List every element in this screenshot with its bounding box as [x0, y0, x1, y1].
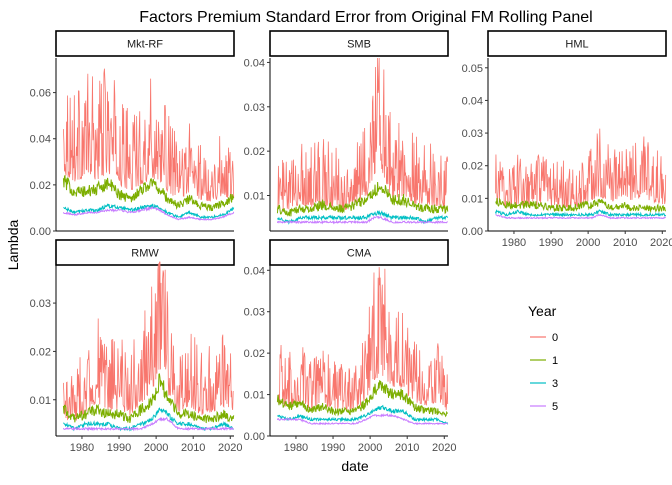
y-tick-label: 0.03 [244, 307, 265, 319]
y-tick-label: 0.00 [462, 226, 483, 238]
y-tick-label: 0.04 [462, 95, 483, 107]
x-tick-label: 2020 [432, 442, 456, 454]
x-tick-label: 1990 [107, 442, 131, 454]
legend-label-3: 3 [552, 378, 558, 390]
series-line-3 [277, 209, 449, 225]
panel-hml: HML 0.00 0.01 0.02 0.03 0.04 0.05 1980 1990 2000 2… [462, 30, 672, 249]
y-tick-label: 0.02 [30, 346, 51, 358]
x-tick-label: 1980 [502, 237, 526, 249]
panel-cma: CMA 0.00 0.01 0.02 0.03 0.04 1980 1990 2000 2010 2… [244, 239, 457, 454]
series-line-1 [276, 181, 449, 217]
x-tick-label: 2020 [650, 237, 672, 249]
series-line-3 [277, 404, 449, 425]
x-tick-label: 2020 [218, 442, 242, 454]
x-axis-label: date [341, 458, 368, 474]
y-tick-label: 0.02 [462, 161, 483, 173]
y-tick-label: 0.04 [244, 57, 265, 69]
panel-mkt-rf: Mkt-RF 0.00 0.02 0.04 0.06 [30, 30, 235, 238]
y-tick-label: 0.02 [30, 180, 51, 192]
panel-rmw: RMW 0.01 0.02 0.03 1980 1990 2000 2010 2020 [30, 239, 243, 454]
facet-strip-label: HML [565, 39, 588, 51]
series-line-1 [495, 197, 667, 214]
facet-strip [269, 239, 449, 266]
y-tick-label: 0.00 [30, 226, 51, 238]
facet-strip-label: Mkt-RF [127, 39, 163, 51]
y-tick-label: 0.03 [244, 102, 265, 114]
y-tick-label: 0.04 [244, 265, 265, 277]
series-line-1 [62, 175, 235, 212]
facet-panels: Mkt-RF 0.00 0.02 0.04 0.06 SMB 0.01 0.02 0.03 0.0… [30, 30, 672, 454]
series-line-1 [276, 380, 449, 418]
x-tick-label: 1990 [321, 442, 345, 454]
x-tick-label: 2000 [144, 442, 168, 454]
facet-strip-label: SMB [347, 39, 371, 51]
panel-smb: SMB 0.01 0.02 0.03 0.04 [244, 30, 449, 232]
x-tick-label: 2010 [613, 237, 637, 249]
legend: Year 0 1 3 5 [528, 303, 558, 413]
legend-label-5: 5 [552, 401, 558, 413]
facet-strip-label: CMA [347, 248, 372, 260]
x-tick-label: 1980 [70, 442, 94, 454]
series-line-0 [277, 57, 449, 212]
y-tick-label: 0.02 [244, 348, 265, 360]
y-tick-label: 0.03 [462, 128, 483, 140]
series-line-5 [62, 206, 235, 221]
x-tick-label: 2000 [358, 442, 382, 454]
legend-label-0: 0 [552, 332, 558, 344]
facet-strip [487, 30, 667, 57]
facet-strip [55, 239, 235, 266]
y-tick-label: 0.00 [244, 431, 265, 443]
x-tick-label: 1980 [284, 442, 308, 454]
y-tick-label: 0.04 [30, 134, 51, 146]
series-line-0 [277, 267, 449, 411]
series-line-0 [63, 261, 234, 421]
y-tick-label: 0.01 [30, 395, 51, 407]
facet-strip [269, 30, 449, 57]
series-line-1 [62, 373, 235, 424]
series-line-3 [494, 209, 667, 218]
legend-title: Year [528, 303, 557, 319]
chart-title: Factors Premium Standard Error from Orig… [139, 9, 592, 26]
series-line-5 [276, 412, 448, 426]
y-axis-label: Lambda [5, 219, 21, 270]
series-line-3 [63, 203, 235, 220]
y-tick-label: 0.01 [244, 191, 265, 203]
y-tick-label: 0.01 [462, 193, 483, 205]
x-tick-label: 2000 [576, 237, 600, 249]
x-tick-label: 2010 [181, 442, 205, 454]
series-line-0 [495, 128, 667, 209]
y-tick-label: 0.01 [244, 390, 265, 402]
legend-label-1: 1 [552, 355, 558, 367]
series-line-5 [62, 416, 235, 432]
series-line-5 [495, 213, 666, 220]
y-tick-label: 0.05 [462, 63, 483, 75]
facet-strip-label: RMW [131, 248, 159, 260]
y-tick-label: 0.02 [244, 146, 265, 158]
series-line-0 [63, 68, 235, 202]
y-tick-label: 0.06 [30, 88, 51, 100]
y-tick-label: 0.03 [30, 298, 51, 310]
series-line-5 [276, 215, 448, 225]
facet-strip [55, 30, 235, 57]
x-tick-label: 1990 [539, 237, 563, 249]
x-tick-label: 2010 [395, 442, 419, 454]
